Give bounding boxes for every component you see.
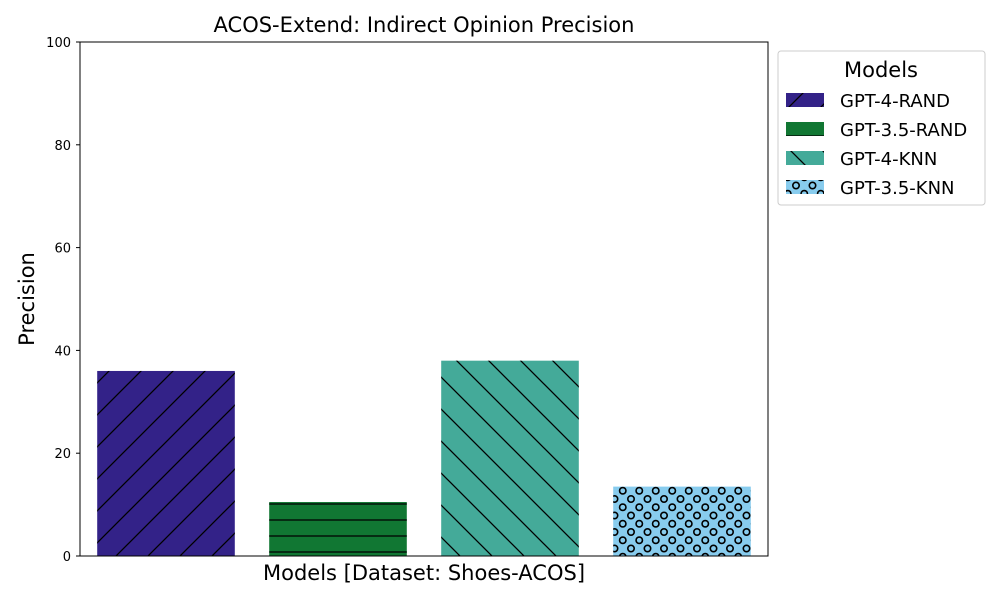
y-axis: 0 20 40 60 80 100	[46, 36, 80, 565]
chart-title: ACOS-Extend: Indirect Opinion Precision	[214, 13, 635, 37]
bar-hatch	[269, 502, 407, 556]
plot-frame	[79, 41, 769, 557]
legend-swatch-hatch	[786, 122, 824, 136]
legend-title: Models	[844, 58, 918, 82]
legend-swatch-hatch	[786, 180, 824, 194]
y-tick-label: 20	[54, 447, 71, 462]
y-tick-label: 80	[54, 139, 71, 154]
bars-group	[97, 360, 751, 556]
legend: Models GPT-4-RAND GPT-3.5-RAND GPT-4-KNN GP…	[777, 50, 986, 206]
legend-box	[777, 50, 986, 206]
legend-swatch-hatch	[786, 151, 824, 165]
legend-swatch-hatch	[786, 93, 824, 107]
legend-label: GPT-4-KNN	[840, 149, 937, 170]
y-tick-label: 0	[63, 550, 71, 565]
bar-hatch	[97, 370, 235, 556]
y-tick-label: 60	[54, 242, 71, 257]
y-tick-label: 100	[46, 36, 71, 51]
legend-label: GPT-3.5-KNN	[840, 178, 955, 199]
x-axis-label: Models [Dataset: Shoes-ACOS]	[263, 561, 585, 585]
y-axis-label: Precision	[15, 252, 39, 346]
bar-hatch	[441, 360, 579, 556]
y-tick-label: 40	[54, 344, 71, 359]
bar-hatch	[613, 486, 751, 556]
legend-label: GPT-4-RAND	[840, 91, 950, 112]
legend-label: GPT-3.5-RAND	[840, 120, 967, 141]
